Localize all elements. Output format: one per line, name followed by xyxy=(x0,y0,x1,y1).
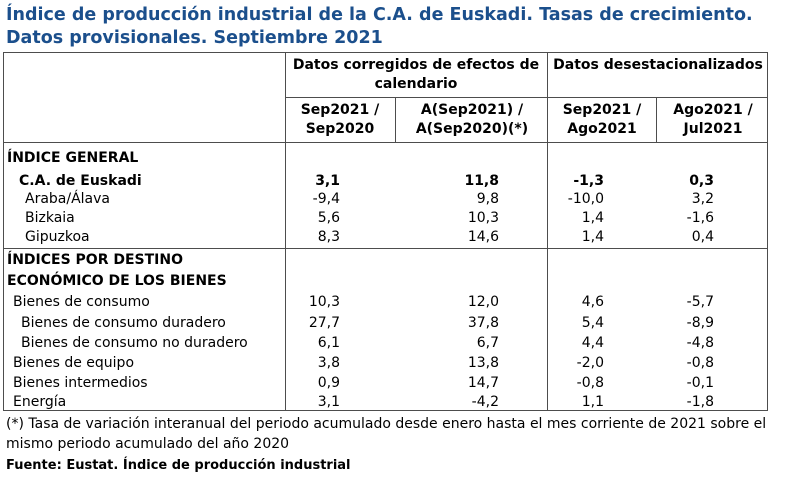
column-divider xyxy=(547,52,548,411)
header-col-3: Sep2021 / Ago2021 xyxy=(562,102,642,137)
cell-value: 10,3 xyxy=(467,210,499,226)
cell-value: 10,3 xyxy=(308,294,340,310)
table-left-border xyxy=(3,52,4,411)
table-title: Índice de producción industrial de la C.… xyxy=(6,4,796,50)
cell-value: 3,1 xyxy=(317,394,340,410)
cell-value: 14,7 xyxy=(467,375,499,391)
cell-value: 3,1 xyxy=(315,173,340,189)
section-heading-destino: ÍNDICES POR DESTINO ECONÓMICO DE LOS BIE… xyxy=(7,250,227,292)
header-group-calendar: Datos corregidos de efectos de calendari… xyxy=(292,57,540,92)
cell-value: 1,4 xyxy=(581,229,604,245)
row-label: Energía xyxy=(13,394,67,410)
title-line-1: Índice de producción industrial de la C.… xyxy=(6,5,753,25)
cell-value: -2,0 xyxy=(576,355,604,371)
cell-value: 4,6 xyxy=(581,294,604,310)
table-right-border xyxy=(767,52,768,411)
header-col-4: Ago2021 / Jul2021 xyxy=(673,102,753,137)
cell-value: 14,6 xyxy=(467,229,499,245)
row-label: Bienes de equipo xyxy=(13,355,135,371)
footnote: (*) Tasa de variación interanual del per… xyxy=(6,416,767,452)
cell-value: 3,8 xyxy=(317,355,340,371)
cell-value: -0,8 xyxy=(686,355,714,371)
cell-value: 5,4 xyxy=(581,315,604,331)
row-label: Araba/Álava xyxy=(25,191,111,207)
cell-value: 1,1 xyxy=(581,394,604,410)
cell-value: 6,1 xyxy=(317,335,340,351)
cell-value: 4,4 xyxy=(581,335,604,351)
title-line-2: Datos provisionales. Septiembre 2021 xyxy=(6,28,383,48)
cell-value: 8,3 xyxy=(317,229,340,245)
cell-value: 0,3 xyxy=(689,173,714,189)
row-label: Bienes de consumo xyxy=(13,294,150,310)
section-heading-general: ÍNDICE GENERAL xyxy=(7,150,139,166)
column-divider xyxy=(656,97,657,142)
cell-value: 3,2 xyxy=(691,191,714,207)
cell-value: 11,8 xyxy=(464,173,499,189)
row-label: Bienes intermedios xyxy=(13,375,148,391)
cell-value: 13,8 xyxy=(467,355,499,371)
row-label: Bizkaia xyxy=(25,210,75,226)
cell-value: 6,7 xyxy=(476,335,499,351)
cell-value: -1,3 xyxy=(573,173,604,189)
cell-value: 0,4 xyxy=(691,229,714,245)
cell-value: -0,1 xyxy=(686,375,714,391)
header-group-seasonal: Datos desestacionalizados xyxy=(553,57,763,73)
section-heading-line: ECONÓMICO DE LOS BIENES xyxy=(7,273,227,289)
cell-value: -4,8 xyxy=(686,335,714,351)
header-col-1: Sep2021 / Sep2020 xyxy=(300,102,380,137)
column-divider xyxy=(395,97,396,142)
row-label: C.A. de Euskadi xyxy=(19,173,142,189)
cell-value: 5,6 xyxy=(317,210,340,226)
cell-value: 1,4 xyxy=(581,210,604,226)
data-table: Datos corregidos de efectos de calendari… xyxy=(3,52,768,411)
cell-value: 27,7 xyxy=(308,315,340,331)
source-line: Fuente: Eustat. Índice de producción ind… xyxy=(6,458,351,473)
section-heading-line: ÍNDICES POR DESTINO xyxy=(7,252,184,268)
table-top-border xyxy=(3,52,768,53)
row-label: Bienes de consumo duradero xyxy=(21,315,226,331)
cell-value: -1,8 xyxy=(686,394,714,410)
cell-value: 37,8 xyxy=(467,315,499,331)
row-label: Gipuzkoa xyxy=(25,229,90,245)
cell-value: -0,8 xyxy=(576,375,604,391)
cell-value: 12,0 xyxy=(467,294,499,310)
table-bottom-border xyxy=(3,410,768,411)
cell-value: -10,0 xyxy=(567,191,604,207)
cell-value: -5,7 xyxy=(686,294,714,310)
header-rule xyxy=(285,97,768,98)
cell-value: -4,2 xyxy=(471,394,499,410)
header-rule xyxy=(3,142,768,143)
cell-value: -9,4 xyxy=(312,191,340,207)
cell-value: 0,9 xyxy=(317,375,340,391)
cell-value: -1,6 xyxy=(686,210,714,226)
section-rule xyxy=(3,248,768,249)
column-divider xyxy=(285,52,286,411)
header-col-2: A(Sep2021) / A(Sep2020)(*) xyxy=(415,102,529,137)
row-label: Bienes de consumo no duradero xyxy=(21,335,248,351)
cell-value: 9,8 xyxy=(476,191,499,207)
cell-value: -8,9 xyxy=(686,315,714,331)
